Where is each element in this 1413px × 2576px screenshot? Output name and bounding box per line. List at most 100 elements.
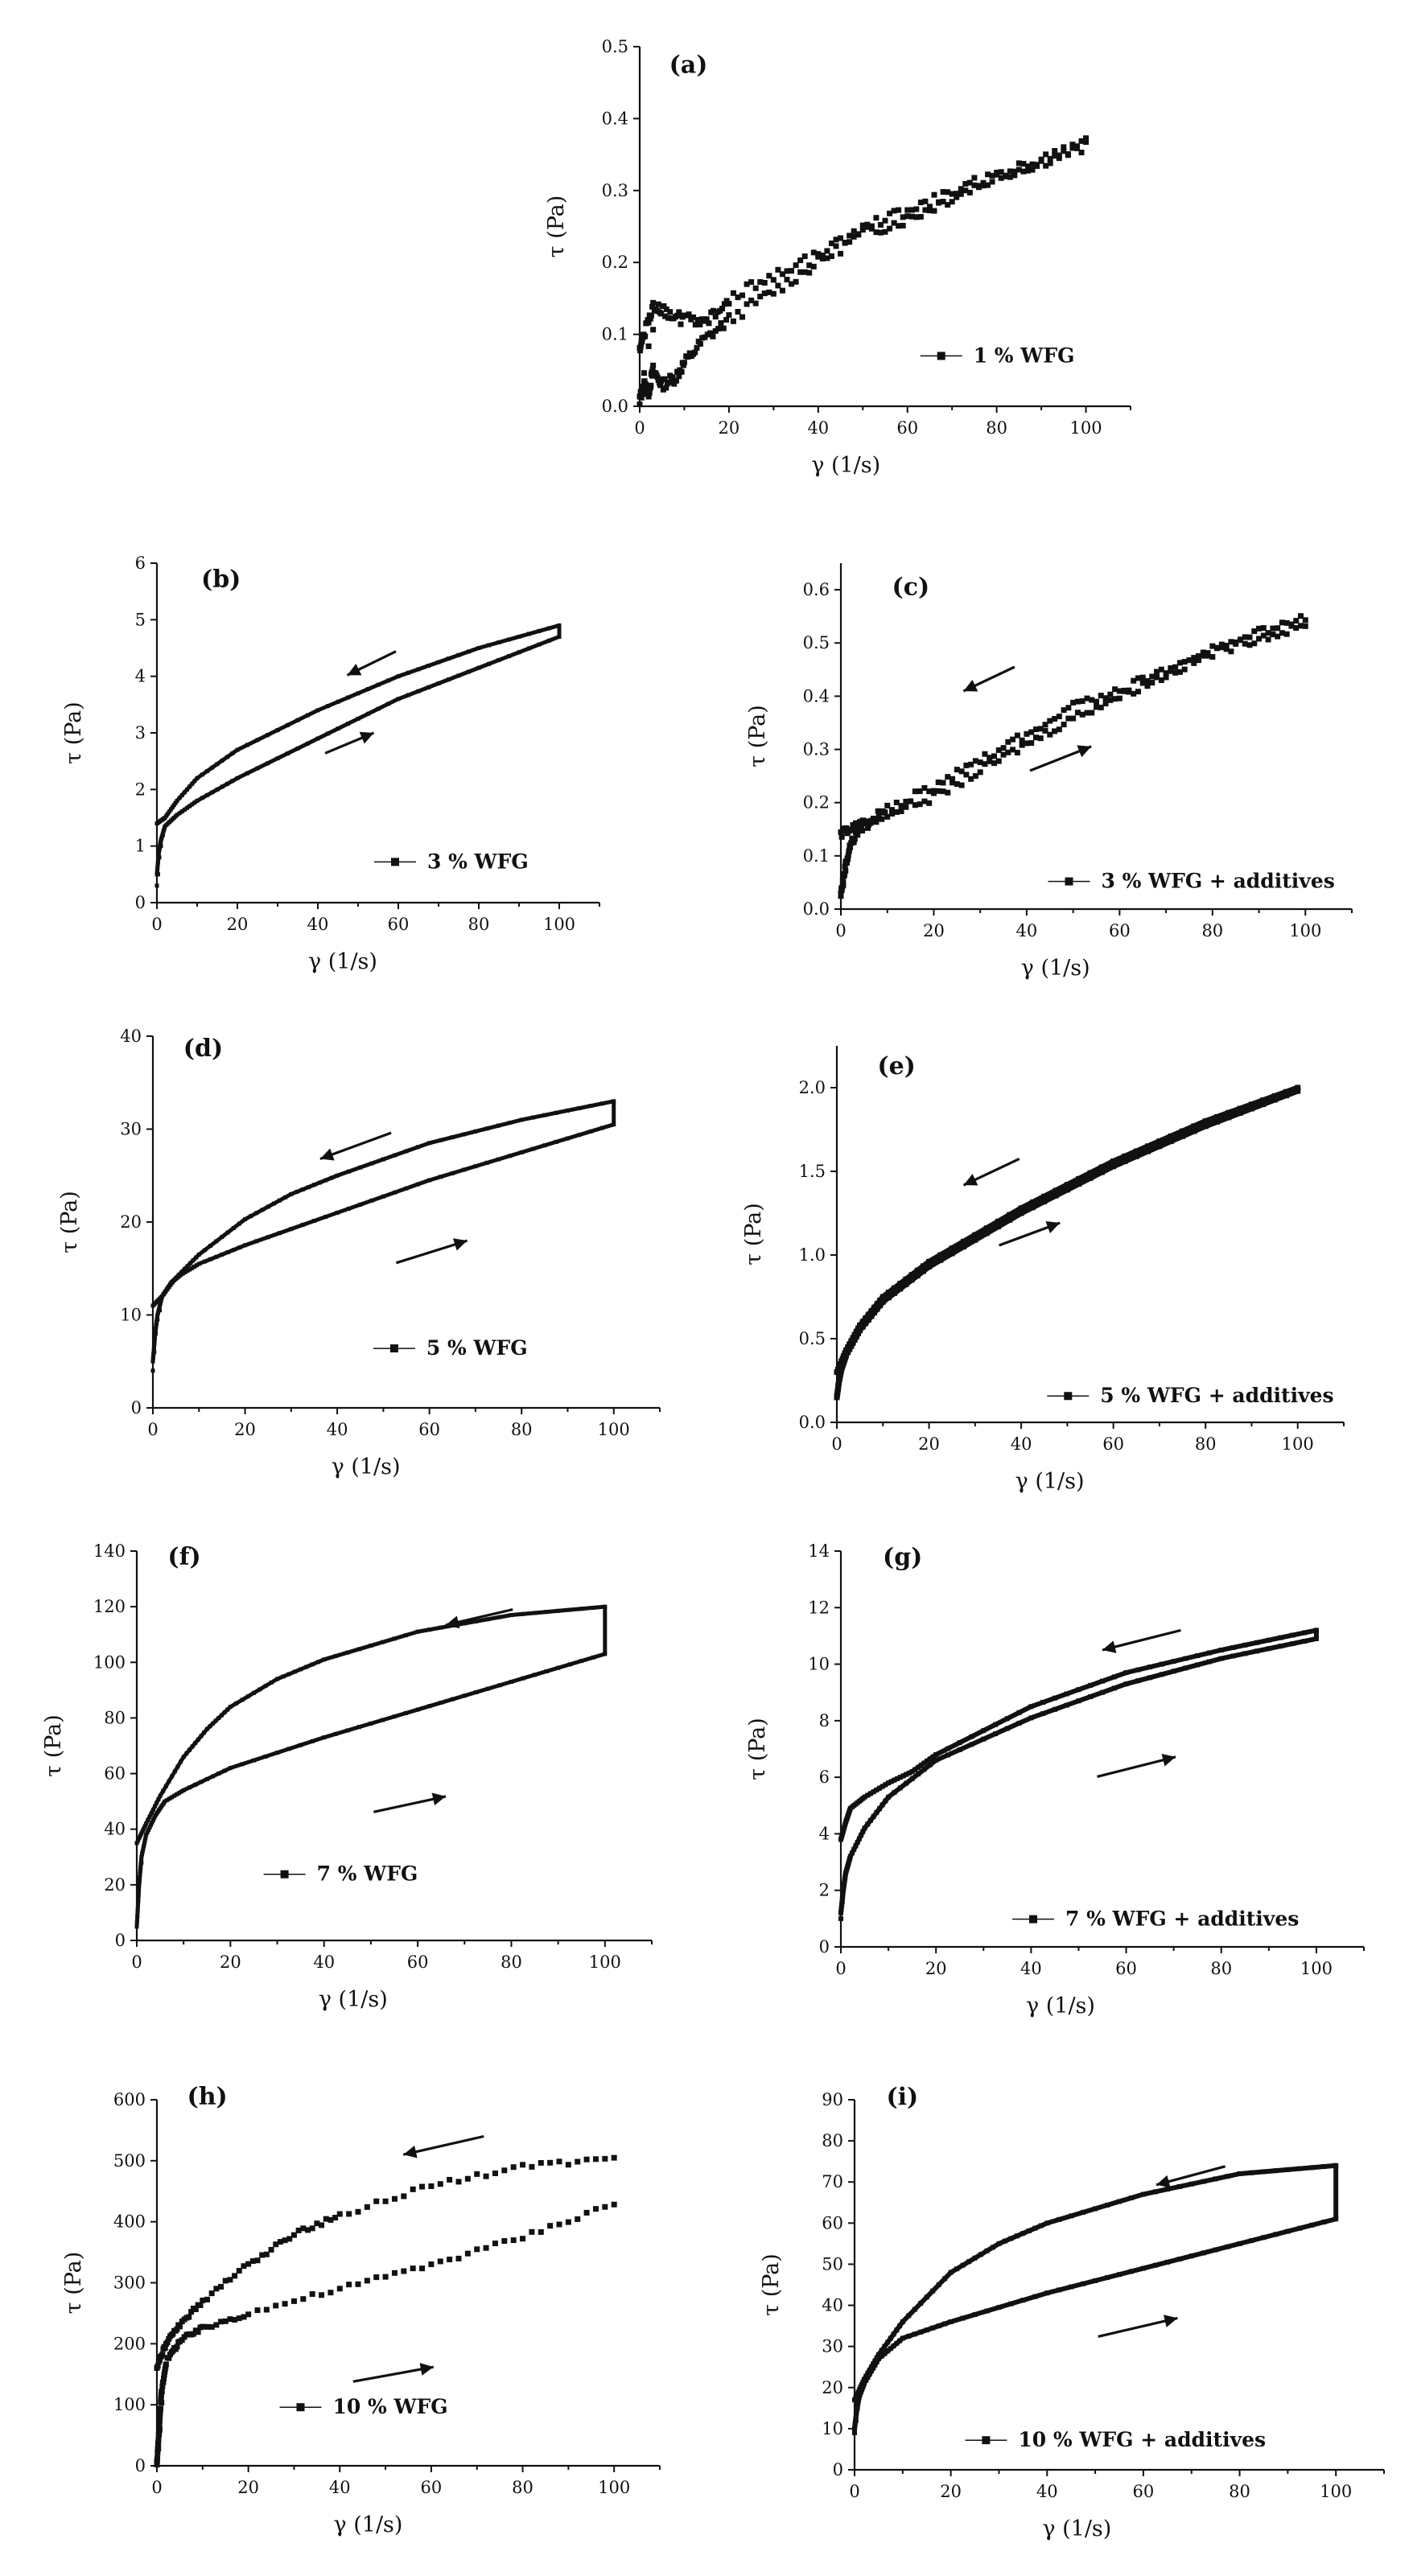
x-tick-label: 100: [598, 2478, 630, 2497]
data-point: [1246, 634, 1253, 640]
data-point: [1242, 634, 1248, 640]
y-axis-title: τ (Pa): [745, 705, 770, 767]
data-point: [775, 266, 781, 273]
y-tick-label: 20: [104, 1875, 126, 1895]
data-point: [1056, 726, 1062, 733]
data-point: [1010, 736, 1016, 743]
data-point: [904, 207, 911, 213]
direction-arrow: [1098, 2316, 1178, 2338]
data-point: [1052, 148, 1058, 154]
data-point: [877, 221, 884, 228]
y-tick-label: 1.5: [799, 1162, 826, 1181]
data-point: [994, 169, 1000, 175]
data-point: [688, 316, 694, 323]
data-point: [838, 833, 845, 840]
data-point: [810, 263, 817, 270]
data-point: [898, 803, 904, 809]
data-point: [859, 828, 866, 834]
y-tick-label: 60: [104, 1764, 126, 1784]
data-point: [789, 281, 795, 287]
legend-text: 3 % WFG: [427, 850, 529, 873]
data-point: [1028, 729, 1035, 735]
chart-panel-a: 0 20 40 60 80 100 0.0 0.1 0.2 0.3 0.4 0.5 γ (1/s) τ (…: [544, 37, 1131, 478]
data-point: [245, 2261, 252, 2267]
data-point: [1144, 677, 1151, 684]
data-point: [940, 780, 946, 786]
data-point: [958, 768, 965, 775]
data-point: [208, 2290, 215, 2297]
data-point: [158, 2393, 164, 2399]
data-point: [520, 2162, 526, 2168]
data-point: [982, 761, 988, 767]
data-point: [645, 317, 651, 323]
data-point: [838, 235, 844, 241]
data-point: [846, 847, 852, 854]
y-tick-label: 5: [135, 610, 146, 629]
chart-panel-h: 0 20 40 60 80 100 0 100 200 300 400 500 600 γ (1/s) τ …: [61, 2083, 661, 2537]
data-point: [166, 2335, 172, 2342]
data-point: [332, 2215, 339, 2221]
data-point: [663, 306, 669, 312]
data-point: [1293, 618, 1300, 624]
data-point: [1107, 697, 1114, 703]
data-point: [309, 2291, 315, 2298]
data-point: [730, 290, 736, 296]
data-series: [154, 623, 562, 888]
data-point: [175, 2322, 182, 2328]
data-point: [1024, 167, 1031, 174]
direction-arrow-head: [963, 680, 978, 692]
data-point: [697, 321, 703, 327]
x-tick-label: 40: [1036, 2482, 1058, 2501]
data-point: [842, 240, 848, 246]
data-point: [268, 2246, 274, 2253]
data-point: [912, 802, 918, 809]
data-point: [328, 2290, 334, 2296]
x-tick-label: 0: [147, 1420, 158, 1439]
data-point: [1005, 739, 1011, 745]
data-point: [694, 317, 701, 323]
x-tick-label: 100: [1069, 418, 1102, 438]
direction-arrow: [402, 2134, 484, 2156]
data-point: [1047, 731, 1053, 738]
y-tick-label: 4: [819, 1824, 830, 1843]
data-point: [985, 182, 991, 188]
data-point: [1024, 740, 1030, 747]
data-point: [305, 2227, 311, 2233]
data-point: [391, 2195, 398, 2202]
x-tick-label: 100: [1289, 921, 1321, 940]
y-tick-label: 0.4: [602, 109, 628, 128]
x-tick-label: 0: [634, 418, 645, 438]
data-point: [510, 2164, 517, 2171]
data-point: [954, 781, 960, 788]
data-point: [945, 189, 951, 195]
data-point: [641, 378, 648, 385]
data-point: [985, 171, 991, 178]
data-point: [583, 2209, 590, 2216]
data-point: [676, 373, 682, 380]
data-point: [715, 326, 722, 332]
data-point: [991, 753, 997, 759]
data-point: [1094, 704, 1099, 710]
data-point: [259, 2252, 266, 2258]
data-point: [855, 232, 862, 238]
y-tick-label: 0.6: [803, 580, 830, 599]
data-point: [949, 199, 955, 205]
data-point: [213, 2286, 220, 2292]
data-point: [828, 253, 834, 259]
x-tick-label: 40: [329, 2478, 351, 2497]
data-point: [838, 250, 844, 257]
data-point: [1158, 677, 1164, 684]
x-tick-label: 40: [1020, 1959, 1042, 1978]
y-tick-label: 12: [808, 1598, 830, 1617]
y-tick-label: 6: [135, 553, 146, 573]
data-point: [850, 822, 856, 829]
data-point: [723, 317, 730, 323]
data-point: [208, 2323, 215, 2330]
data-point: [428, 2183, 435, 2189]
data-point: [922, 198, 929, 204]
panel-label: (c): [892, 574, 930, 602]
data-point: [980, 183, 987, 189]
data-point: [382, 2274, 389, 2280]
data-point: [1084, 695, 1090, 702]
data-point: [160, 2346, 167, 2352]
